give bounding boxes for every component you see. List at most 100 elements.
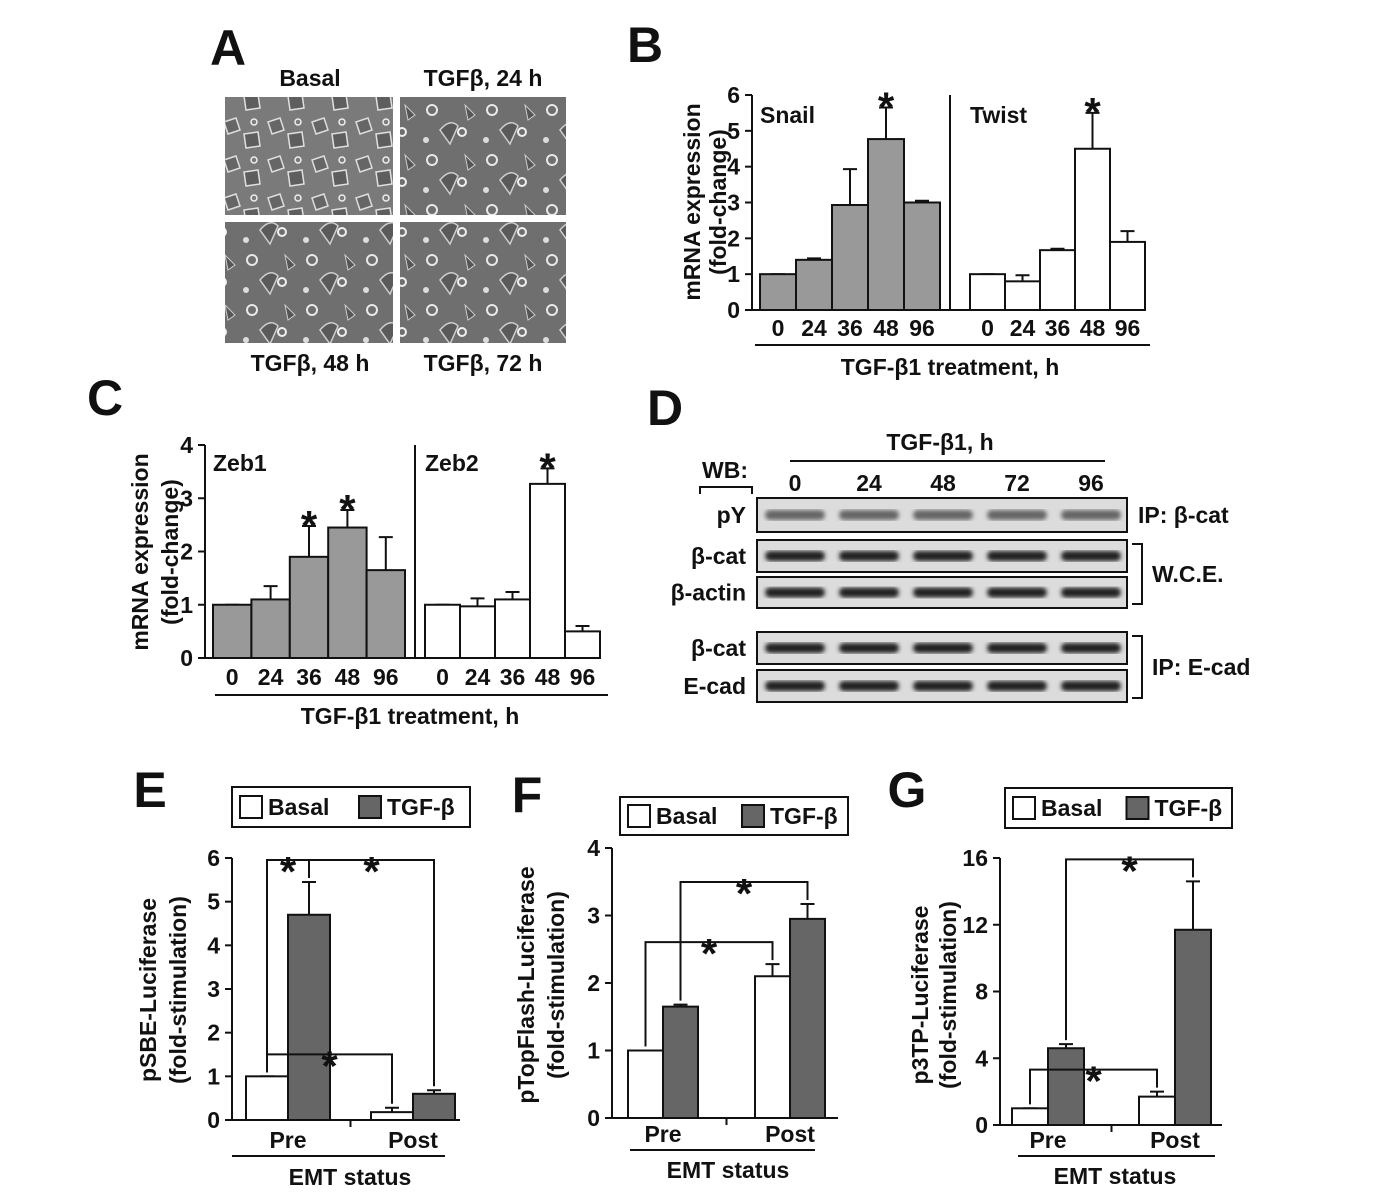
- error-bar: [1120, 230, 1135, 242]
- error-bar: [302, 524, 316, 557]
- y-tick-label: 5: [207, 889, 220, 915]
- bar: [867, 138, 905, 311]
- y-tick-label: 2: [180, 539, 193, 565]
- x-tick-label: 36: [1045, 315, 1071, 341]
- bar: [459, 605, 496, 659]
- legend-swatch: [1125, 796, 1150, 820]
- group-bracket: [1132, 635, 1143, 699]
- y-tick-label: 3: [727, 190, 740, 216]
- y-tick-label: 4: [975, 1045, 988, 1071]
- x-axis-label: TGF-β1 treatment, h: [841, 354, 1060, 380]
- blot-band: [1061, 510, 1121, 520]
- error-bar: [470, 597, 485, 607]
- x-tick-label: 96: [570, 664, 596, 690]
- error-bar: [540, 467, 555, 484]
- lane-label: 24: [856, 470, 882, 496]
- error-bar: [1015, 274, 1030, 282]
- panel-letter: A: [210, 20, 246, 76]
- y-axis-label: pSBE-Luciferase: [135, 898, 161, 1082]
- bar: [494, 598, 531, 659]
- error-bar: [765, 963, 780, 977]
- x-tick-label: 0: [226, 664, 239, 690]
- blot-band: [1061, 551, 1121, 561]
- legend-swatch: [358, 795, 382, 819]
- lane-label: 96: [1078, 470, 1104, 496]
- x-tick-label: 96: [373, 664, 399, 690]
- bar: [795, 258, 833, 312]
- x-tick-label: 96: [909, 315, 935, 341]
- facet-label: Zeb2: [425, 450, 479, 476]
- panel-letter: C: [87, 370, 123, 426]
- y-tick-label: 3: [207, 976, 220, 1002]
- significance-marker: *: [363, 848, 380, 895]
- error-bar: [263, 585, 278, 600]
- blot-band: [987, 681, 1047, 691]
- blot-band: [913, 551, 973, 561]
- significance-bracket: [679, 881, 809, 1001]
- y-tick-label: 4: [587, 835, 600, 861]
- bar: [789, 917, 826, 1119]
- treatment-label: TGF-β1, h: [886, 429, 993, 455]
- wb-bracket: [699, 486, 753, 494]
- blot-band: [839, 681, 899, 691]
- x-tick-label: 0: [981, 315, 994, 341]
- y-axis-label: (fold-stimulation): [543, 891, 569, 1079]
- legend-swatch: [1012, 796, 1036, 820]
- y-tick-label: 2: [207, 1020, 220, 1046]
- legend-swatch: [741, 804, 765, 828]
- blot-band: [765, 643, 825, 653]
- x-tick-label: Post: [1150, 1127, 1200, 1153]
- x-tick-label: 48: [873, 315, 899, 341]
- wb-label: WB:: [702, 457, 748, 483]
- blot-band: [987, 510, 1047, 520]
- blot-band: [987, 551, 1047, 561]
- blot-band: [839, 643, 899, 653]
- bar: [903, 201, 941, 311]
- panel-letter: F: [512, 767, 543, 823]
- significance-marker: *: [1085, 1058, 1102, 1105]
- significance-marker: *: [701, 930, 718, 977]
- bar: [1039, 249, 1076, 312]
- bar: [370, 1111, 414, 1122]
- x-tick-label: Pre: [1029, 1127, 1066, 1153]
- y-tick-label: 0: [180, 645, 193, 671]
- bar: [1011, 1107, 1049, 1126]
- y-tick-label: 1: [180, 592, 193, 618]
- panel-letter: G: [888, 762, 927, 818]
- blot-band: [839, 551, 899, 561]
- x-tick-label: Post: [388, 1127, 438, 1153]
- bar: [245, 1075, 289, 1122]
- y-tick-label: 3: [587, 903, 600, 929]
- x-tick-label: 36: [837, 315, 863, 341]
- blot-band: [1061, 587, 1121, 598]
- bar: [365, 569, 407, 660]
- x-tick-label: 24: [1010, 315, 1036, 341]
- blot-band: [913, 510, 973, 520]
- y-tick-label: 6: [207, 845, 220, 871]
- legend-label: TGF-β: [387, 794, 455, 820]
- x-tick-label: 48: [535, 664, 561, 690]
- blot-band: [839, 587, 899, 598]
- legend-box: [1004, 787, 1233, 829]
- y-tick-label: 0: [975, 1112, 988, 1138]
- error-bar: [800, 903, 815, 919]
- x-axis-label: TGF-β1 treatment, h: [301, 703, 520, 729]
- y-axis-label: mRNA expression: [679, 103, 705, 300]
- error-bar: [1186, 880, 1200, 930]
- row-label: β-cat: [691, 635, 746, 661]
- bar: [564, 630, 601, 659]
- x-tick-label: 36: [296, 664, 322, 690]
- image-label: TGFβ, 72 h: [424, 350, 543, 376]
- error-bar: [1085, 111, 1100, 149]
- y-tick-label: 2: [587, 970, 600, 996]
- significance-bracket: [1065, 858, 1194, 1041]
- group-label: IP: β-cat: [1138, 502, 1229, 528]
- x-tick-label: 36: [500, 664, 526, 690]
- bar: [1138, 1095, 1176, 1126]
- x-tick-label: 48: [1080, 315, 1106, 341]
- significance-marker: *: [321, 1042, 338, 1089]
- error-bar: [340, 508, 355, 528]
- blot-band: [913, 681, 973, 691]
- group-bracket: [1132, 543, 1143, 605]
